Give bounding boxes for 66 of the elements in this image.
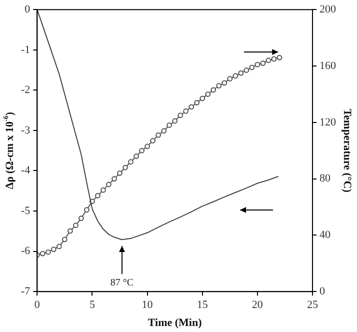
point [276, 54, 282, 60]
y-tick-label: -2 [20, 84, 30, 96]
point [205, 92, 211, 97]
point [134, 154, 139, 159]
point [227, 76, 233, 82]
y2-tick-label: 0 [320, 285, 326, 298]
point [260, 60, 266, 66]
point [56, 244, 62, 250]
point [139, 148, 144, 154]
point [40, 250, 46, 256]
y-tick-label: -6 [20, 245, 31, 258]
point [200, 96, 206, 102]
y2-tick-label: 120 [320, 116, 336, 128]
x-tick-label: 0 [34, 299, 40, 312]
point [178, 112, 184, 118]
point [122, 164, 128, 170]
point [68, 228, 73, 234]
point [254, 62, 260, 68]
point [238, 70, 244, 76]
point [216, 83, 222, 88]
point [50, 246, 56, 252]
point [161, 128, 167, 134]
point [266, 58, 272, 64]
point [183, 108, 189, 114]
y2-tick-label: 40 [320, 229, 331, 242]
y-tick-label: -7 [20, 285, 31, 298]
point [194, 100, 200, 106]
point [112, 176, 117, 182]
x-tick-label: 25 [307, 299, 318, 312]
point [210, 87, 216, 93]
point [222, 80, 228, 86]
y-tick-label: -1 [20, 44, 30, 56]
point [244, 68, 250, 73]
point [188, 104, 194, 110]
x-tick-label: 5 [89, 299, 96, 312]
point [172, 118, 178, 124]
point [45, 249, 51, 255]
y2-tick-label: 200 [320, 3, 336, 16]
point [100, 187, 106, 193]
x-tick-label: 15 [196, 299, 208, 312]
point [271, 56, 277, 62]
point [73, 222, 78, 228]
point [62, 236, 68, 242]
x-axis-title: Time (Min) [148, 317, 202, 330]
point [144, 144, 150, 150]
point [95, 193, 100, 198]
point [156, 132, 162, 138]
point [117, 170, 122, 176]
point [249, 64, 255, 70]
x-tick-label: 10 [142, 299, 154, 312]
y2-tick-label: 80 [320, 172, 331, 185]
y-tick-label: 0 [24, 3, 31, 16]
point [84, 207, 90, 213]
y-tick-label: -4 [20, 164, 31, 177]
point [166, 122, 172, 128]
point [106, 182, 112, 188]
y-tick-label: -3 [20, 124, 31, 136]
y-tick-label: -5 [20, 204, 31, 217]
y2-tick-label: 160 [320, 60, 336, 72]
x-tick-label: 20 [252, 299, 264, 312]
y2-axis-title: Temperature (°C) [341, 108, 354, 193]
annotation: 87 °C [110, 277, 134, 288]
point [78, 216, 84, 221]
point [128, 159, 134, 165]
point [232, 73, 238, 79]
point [150, 138, 156, 144]
